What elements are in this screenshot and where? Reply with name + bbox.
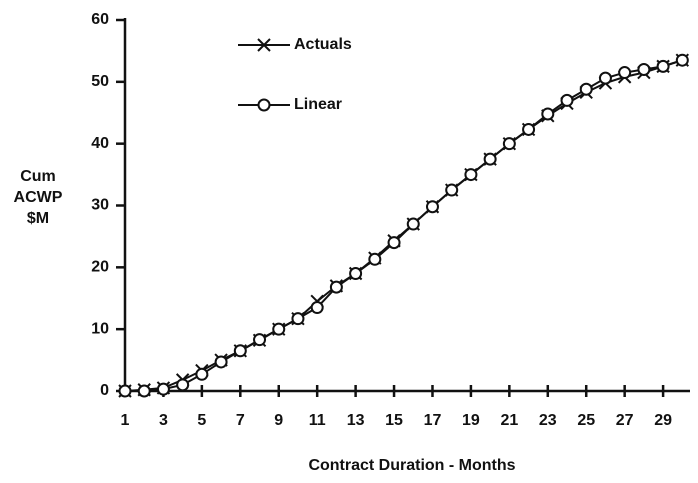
marker-circle	[502, 137, 516, 151]
x-tick-label: 5	[197, 412, 206, 429]
marker-circle	[233, 344, 247, 358]
y-axis-label: $M	[27, 210, 49, 227]
series-line	[124, 59, 683, 392]
marker-circle	[560, 93, 574, 107]
x-tick-label: 1	[121, 412, 130, 429]
y-axis-label: ACWP	[14, 189, 63, 206]
y-tick-label: 40	[91, 135, 109, 152]
y-tick-label: 30	[91, 197, 109, 214]
marker-circle	[257, 98, 271, 112]
x-tick-label: 19	[462, 412, 480, 429]
x-tick-label: 23	[539, 412, 557, 429]
y-tick-label: 60	[91, 11, 109, 28]
y-tick-label: 20	[91, 259, 109, 276]
y-tick-label: 50	[91, 73, 109, 90]
marker-circle	[291, 312, 305, 326]
marker-circle	[541, 107, 555, 121]
marker-circle	[618, 66, 632, 80]
x-tick-label: 21	[500, 412, 518, 429]
marker-circle	[253, 333, 267, 347]
marker-circle	[349, 267, 363, 281]
marker-circle	[483, 152, 497, 166]
x-tick-label: 13	[347, 412, 365, 429]
marker-circle	[656, 59, 670, 73]
marker-circle	[310, 301, 324, 315]
marker-circle	[445, 183, 459, 197]
marker-circle	[675, 53, 689, 67]
x-tick-label: 3	[159, 412, 168, 429]
x-tick-label: 7	[236, 412, 245, 429]
marker-circle	[425, 200, 439, 214]
marker-circle	[137, 384, 151, 398]
series-line	[125, 59, 683, 392]
legend-label: Actuals	[294, 36, 352, 53]
x-tick-label: 27	[616, 412, 634, 429]
marker-x	[257, 38, 271, 52]
x-tick-label: 11	[309, 412, 326, 429]
y-tick-label: 10	[91, 320, 109, 337]
marker-circle	[598, 71, 612, 85]
marker-circle	[329, 280, 343, 294]
marker-circle	[195, 367, 209, 381]
legend-label: Linear	[294, 96, 342, 113]
x-axis-label: Contract Duration - Months	[308, 457, 515, 474]
y-tick-label: 0	[100, 382, 109, 399]
x-tick-label: 17	[424, 412, 442, 429]
marker-circle	[156, 382, 170, 396]
marker-circle	[579, 82, 593, 96]
x-tick-label: 9	[274, 412, 283, 429]
marker-circle	[387, 236, 401, 250]
x-tick-label: 15	[385, 412, 403, 429]
marker-circle	[272, 322, 286, 336]
marker-circle	[522, 122, 536, 136]
marker-circle	[464, 168, 478, 182]
x-tick-label: 25	[577, 412, 595, 429]
marker-circle	[637, 62, 651, 76]
marker-circle	[406, 217, 420, 231]
marker-circle	[214, 355, 228, 369]
x-tick-label: 29	[654, 412, 672, 429]
marker-circle	[118, 384, 132, 398]
y-axis-label: Cum	[20, 168, 56, 185]
marker-circle	[368, 252, 382, 266]
marker-circle	[176, 378, 190, 392]
